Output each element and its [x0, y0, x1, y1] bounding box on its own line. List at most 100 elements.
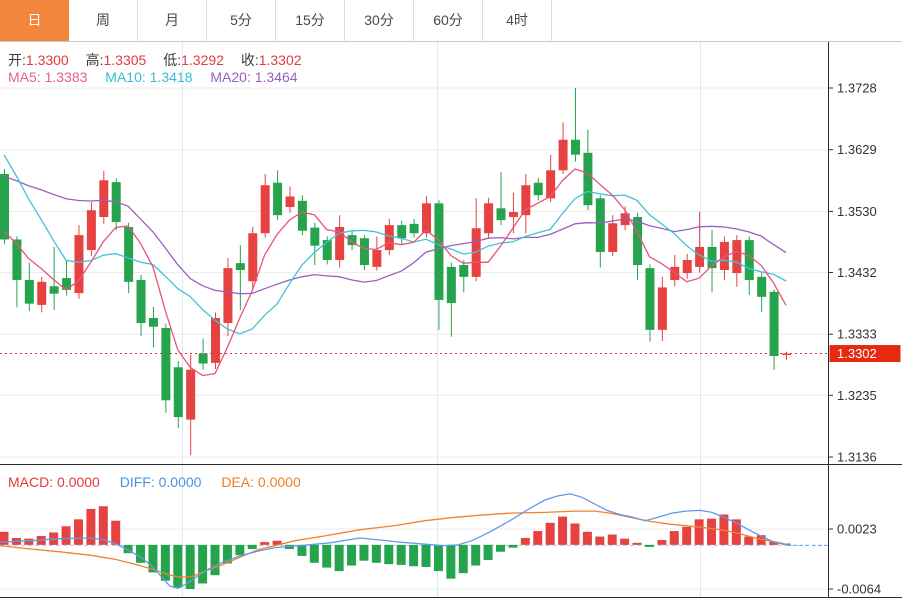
candle-body — [744, 240, 754, 280]
candle-body — [310, 227, 320, 246]
quote-open-value: 1.3300 — [25, 52, 69, 68]
macd-bar — [0, 531, 9, 545]
macd-bar — [24, 538, 34, 545]
candle-body — [570, 139, 580, 155]
macd-bar — [582, 531, 592, 545]
candle-body — [248, 233, 258, 282]
quote-open-label: 开: — [8, 52, 26, 68]
macd-bar — [136, 544, 146, 563]
macd-bar — [148, 544, 158, 573]
macd-bar — [272, 540, 282, 545]
candle-body — [124, 226, 134, 282]
macd-bar — [657, 540, 667, 545]
candle-body — [86, 210, 96, 251]
candle-body — [49, 286, 59, 294]
macd-bar — [111, 520, 121, 545]
macd-bar — [545, 522, 555, 545]
macd-bar — [496, 544, 506, 552]
tab-4hour[interactable]: 4时 — [483, 0, 552, 41]
macd-bar — [756, 535, 766, 545]
macd-bar — [185, 544, 195, 589]
candle-body — [223, 268, 233, 323]
candle-body — [769, 291, 779, 357]
period-tabbar: 日 周 月 5分 15分 30分 60分 4时 — [0, 0, 902, 42]
candle-body — [558, 139, 568, 171]
candle-body — [633, 217, 643, 266]
macd-bar — [309, 544, 319, 563]
candle-body — [335, 226, 345, 261]
candle-body — [583, 152, 593, 206]
candle-body — [521, 185, 531, 216]
tab-15min[interactable]: 15分 — [276, 0, 345, 41]
candle-body — [409, 223, 419, 234]
macd-bar — [446, 544, 456, 579]
candle-body — [211, 318, 221, 363]
macd-bar — [297, 544, 307, 556]
macd-bar — [632, 542, 642, 545]
candle-body — [0, 174, 9, 240]
macd-bar — [61, 526, 71, 545]
candle-body — [297, 200, 307, 231]
candle-body — [657, 287, 667, 330]
macd-bar — [731, 519, 741, 545]
diff-line — [0, 493, 789, 589]
macd-bar — [433, 544, 443, 572]
price-axis-label: 1.3235 — [837, 388, 877, 403]
macd-bar — [73, 519, 83, 545]
macd-bar — [322, 544, 332, 568]
tab-month[interactable]: 月 — [138, 0, 207, 41]
candle-body — [136, 279, 146, 323]
tab-60min[interactable]: 60分 — [414, 0, 483, 41]
candle-body — [695, 246, 705, 267]
candle-body — [161, 327, 171, 401]
candle-body — [198, 353, 208, 364]
candle-body — [595, 198, 605, 252]
quote-close-label: 收: — [240, 52, 259, 68]
macd-label-value: MACD: 0.0000 — [8, 474, 100, 490]
macd-bar — [769, 542, 779, 545]
candle-body — [347, 235, 357, 246]
macd-bar — [620, 538, 630, 545]
tab-week[interactable]: 周 — [69, 0, 138, 41]
tab-5min[interactable]: 5分 — [207, 0, 276, 41]
candle-body — [285, 196, 295, 208]
macd-bar — [160, 544, 170, 581]
candle-body — [235, 263, 245, 271]
ma-row: MA5: 1.3383 MA10: 1.3418 MA20: 1.3464 — [8, 69, 298, 85]
ma5-label-value: MA5: 1.3383 — [8, 69, 88, 85]
macd-bar — [173, 544, 183, 588]
ma10-line — [3, 154, 787, 335]
macd-axis-label: -0.0064 — [837, 582, 881, 597]
macd-bar — [707, 518, 717, 545]
macd-bar — [520, 537, 530, 545]
last-price-tag — [829, 345, 901, 363]
candle-body — [732, 240, 742, 274]
candle-body — [608, 223, 618, 252]
macd-bar — [198, 544, 208, 584]
macd-bar — [347, 544, 357, 566]
macd-bar — [595, 536, 605, 545]
ma5-line — [3, 168, 787, 377]
macd-bar — [421, 544, 431, 567]
candle-body — [508, 212, 518, 218]
macd-bar — [334, 544, 344, 572]
tab-30min[interactable]: 30分 — [345, 0, 414, 41]
macd-bar — [396, 544, 406, 565]
dea-label-value: DEA: 0.0000 — [221, 474, 301, 490]
candle-body — [148, 318, 158, 327]
diff-label-value: DIFF: 0.0000 — [119, 474, 202, 490]
macd-bar — [384, 544, 394, 565]
macd-bar — [371, 544, 381, 563]
macd-bar — [644, 544, 654, 547]
price-axis-label: 1.3136 — [837, 450, 877, 465]
candle-body — [484, 203, 494, 234]
candle-body — [459, 265, 469, 277]
candle-body — [359, 238, 369, 266]
candle-body — [322, 240, 332, 261]
tab-day[interactable]: 日 — [0, 0, 69, 41]
macd-bar — [210, 544, 220, 576]
macd-bar — [570, 523, 580, 545]
